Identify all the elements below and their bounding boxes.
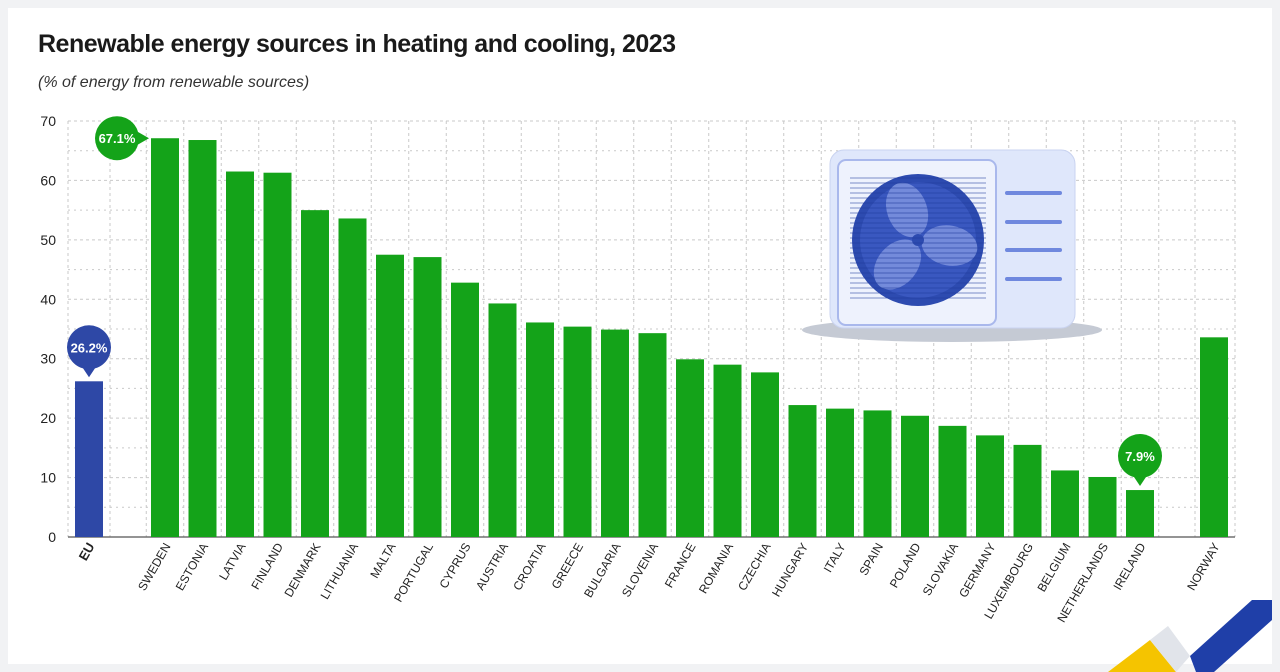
x-label-croatia: CROATIA: [510, 541, 548, 593]
bar-latvia: [226, 171, 254, 537]
bar-italy: [826, 408, 854, 537]
bar-czechia: [751, 372, 779, 537]
x-label-greece: GREECE: [549, 541, 586, 592]
chart-subtitle: (% of energy from renewable sources): [38, 74, 310, 91]
bar-austria: [488, 303, 517, 537]
callout-eu: 26.2%: [67, 325, 111, 378]
x-label-bulgaria: BULGARIA: [581, 541, 623, 601]
bar-netherlands: [1088, 476, 1117, 537]
y-tick-label: 30: [40, 351, 56, 367]
bar-malta: [376, 254, 404, 537]
y-tick-label: 50: [40, 232, 56, 248]
y-tick-label: 70: [40, 113, 56, 129]
x-label-finland: FINLAND: [248, 540, 286, 592]
x-label-poland: POLAND: [887, 540, 924, 590]
callout-sweden: 67.1%: [95, 116, 149, 161]
bar-france: [676, 359, 704, 537]
bar-slovakia: [938, 425, 967, 537]
bar-romania: [713, 364, 742, 537]
bars: [75, 138, 1228, 537]
bar-greece: [563, 326, 592, 537]
x-label-czechia: CZECHIA: [735, 541, 773, 594]
bar-lithuania: [338, 218, 367, 537]
y-tick-label: 20: [40, 410, 56, 426]
bar-hungary: [788, 405, 817, 537]
callout-label: 67.1%: [99, 131, 136, 146]
heat-pump-outdoor-unit-icon: [802, 149, 1102, 342]
x-label-malta: MALTA: [367, 541, 398, 581]
bar-finland: [263, 172, 292, 537]
x-label-eu: EU: [76, 540, 98, 563]
callout-label: 7.9%: [1125, 449, 1155, 464]
x-label-belgium: BELGIUM: [1034, 541, 1073, 595]
bar-eu: [75, 381, 103, 537]
x-label-italy: ITALY: [821, 541, 849, 575]
x-label-austria: AUSTRIA: [473, 541, 511, 593]
bar-croatia: [526, 322, 554, 537]
x-label-norway: NORWAY: [1184, 541, 1222, 593]
bar-poland: [901, 415, 929, 537]
x-label-denmark: DENMARK: [281, 541, 323, 600]
callout-ireland: 7.9%: [1118, 434, 1162, 487]
x-label-portugal: PORTUGAL: [391, 540, 436, 604]
bar-sweden: [151, 138, 179, 537]
y-tick-label: 10: [40, 470, 56, 486]
x-label-france: FRANCE: [662, 541, 699, 591]
eurostat-logo-icon: [1108, 600, 1272, 672]
bar-germany: [976, 435, 1004, 537]
bar-estonia: [188, 140, 217, 537]
chart-title: Renewable energy sources in heating and …: [38, 30, 676, 58]
value-callouts: 26.2% 67.1% 7.9%: [67, 116, 1162, 487]
bar-spain: [863, 410, 892, 537]
x-label-hungary: HUNGARY: [769, 541, 811, 600]
x-label-lithuania: LITHUANIA: [318, 541, 361, 602]
x-label-cyprus: CYPRUS: [436, 541, 473, 591]
x-label-latvia: LATVIA: [216, 541, 248, 583]
x-label-slovenia: SLOVENIA: [619, 541, 661, 600]
x-label-ireland: IRELAND: [1110, 540, 1148, 592]
x-label-romania: ROMANIA: [696, 541, 736, 597]
bar-denmark: [301, 210, 329, 537]
y-axis-ticks: 0 10 20 30 40 50 60 70: [40, 113, 56, 545]
bar-slovenia: [638, 333, 667, 537]
bar-portugal: [413, 257, 442, 537]
x-label-spain: SPAIN: [856, 541, 886, 578]
x-label-sweden: SWEDEN: [135, 541, 173, 594]
x-label-slovakia: SLOVAKIA: [920, 541, 961, 599]
bar-norway: [1200, 337, 1228, 537]
bar-cyprus: [451, 282, 479, 537]
x-label-germany: GERMANY: [956, 541, 998, 601]
bar-luxembourg: [1013, 444, 1042, 537]
y-tick-label: 60: [40, 172, 56, 188]
y-tick-label: 0: [48, 529, 56, 545]
x-axis-labels: EU SWEDEN ESTONIA LATVIA FINLANDDENMARKLITHU…: [76, 540, 1223, 625]
x-label-estonia: ESTONIA: [173, 541, 211, 593]
callout-label: 26.2%: [71, 340, 108, 355]
bar-bulgaria: [601, 329, 629, 537]
bar-ireland: [1126, 490, 1154, 537]
bar-belgium: [1051, 470, 1079, 537]
y-tick-label: 40: [40, 291, 56, 307]
